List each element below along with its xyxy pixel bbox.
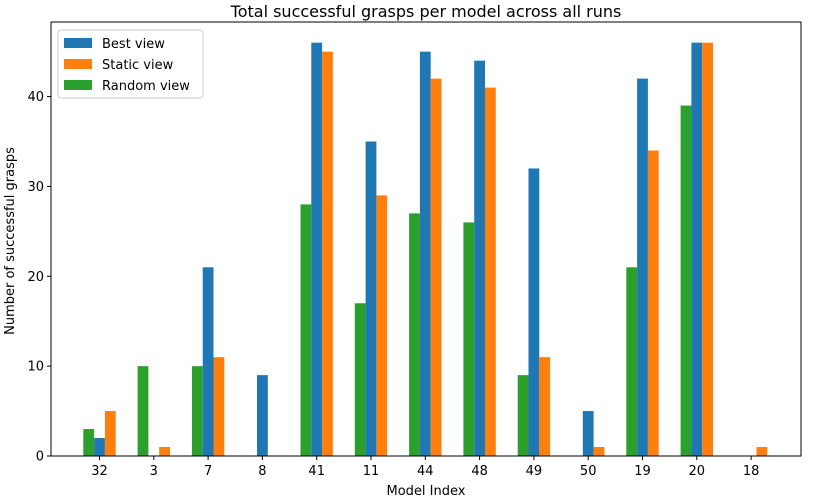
bar-static-view-20 [702, 42, 713, 457]
bar-random-view-11 [354, 303, 366, 456]
bar-random-view-44 [409, 213, 420, 456]
bar-static-view-3 [159, 447, 170, 456]
bar-static-view-19 [647, 150, 659, 457]
bar-static-view-11 [376, 195, 388, 457]
x-tick-label: 48 [471, 464, 488, 479]
chart-title: Total successful grasps per model across… [230, 2, 622, 21]
legend-box [57, 29, 204, 99]
y-tick-label: 20 [27, 270, 44, 285]
bar-best-view-20 [691, 42, 703, 457]
bar-best-view-44 [419, 51, 431, 457]
x-tick-label: 41 [308, 464, 325, 479]
bar-static-view-50 [593, 447, 605, 456]
x-tick-label: 50 [580, 464, 597, 479]
plot-area: 0 10 20 30 40 32 3 7 8 41 11 44 48 49 50 19 20 18 [27, 21, 802, 479]
legend-label: Static view [102, 58, 174, 73]
x-tick-label: 7 [204, 464, 212, 479]
plot-frame [50, 21, 802, 457]
bar-best-view-32 [94, 438, 105, 456]
bar-random-view-49 [517, 375, 529, 456]
bar-static-view-48 [485, 87, 496, 456]
bar-best-view-41 [311, 42, 323, 457]
bar-best-view-7 [202, 267, 214, 456]
y-tick-label: 10 [27, 360, 44, 375]
legend-swatch [64, 38, 92, 48]
x-tick-label: 3 [150, 464, 158, 479]
legend-label: Random view [102, 79, 190, 94]
bar-static-view-49 [539, 357, 551, 456]
bar-random-view-48 [463, 222, 475, 456]
x-tick-label: 20 [689, 464, 706, 479]
bar-best-view-19 [637, 78, 648, 457]
bar-best-view-50 [582, 411, 594, 456]
bar-best-view-8 [257, 375, 268, 456]
legend-label: Best view [102, 37, 165, 52]
x-tick-label: 44 [417, 464, 434, 479]
legend-swatch [64, 59, 92, 69]
bar-static-view-41 [322, 51, 333, 457]
legend-swatch [64, 80, 92, 90]
bar-best-view-11 [365, 141, 377, 456]
bar-static-view-44 [430, 78, 442, 457]
y-tick-label: 40 [27, 90, 44, 105]
x-tick-label: 49 [526, 464, 543, 479]
x-tick-label: 19 [634, 464, 651, 479]
legend: Best view Static view Random view [57, 29, 204, 99]
bar-random-view-32 [83, 429, 95, 456]
bar-static-view-32 [104, 411, 116, 456]
x-axis-label: Model Index [387, 484, 466, 498]
x-tick-label: 18 [743, 464, 760, 479]
bar-best-view-48 [474, 60, 485, 456]
x-tick-label: 11 [363, 464, 380, 479]
x-tick-label: 32 [91, 464, 108, 479]
y-tick-label: 0 [36, 450, 44, 465]
bar-random-view-3 [137, 366, 149, 456]
bar-static-view-18 [756, 447, 768, 456]
bar-best-view-49 [528, 168, 540, 456]
bar-random-view-19 [626, 267, 638, 456]
bar-random-view-20 [680, 105, 692, 456]
y-tick-label: 30 [27, 180, 44, 195]
x-tick-label: 8 [258, 464, 266, 479]
bar-random-view-7 [191, 366, 203, 456]
bar-static-view-7 [213, 357, 225, 456]
y-axis-label: Number of successful grasps [3, 147, 18, 335]
bar-random-view-41 [300, 204, 312, 456]
